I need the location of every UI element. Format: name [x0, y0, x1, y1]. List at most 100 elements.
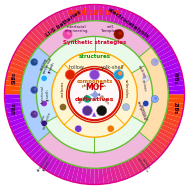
Wedge shape [28, 31, 42, 45]
Text: MOF: MOF [85, 83, 104, 92]
Wedge shape [131, 156, 143, 172]
Text: selenides: selenides [124, 80, 128, 99]
Wedge shape [110, 166, 118, 183]
Wedge shape [147, 31, 161, 45]
Wedge shape [67, 8, 75, 24]
Wedge shape [28, 144, 42, 158]
Circle shape [67, 67, 122, 122]
Circle shape [114, 70, 124, 80]
Circle shape [90, 70, 99, 80]
Wedge shape [5, 94, 21, 99]
Wedge shape [8, 114, 24, 122]
Wedge shape [117, 163, 127, 180]
Wedge shape [125, 12, 135, 29]
Wedge shape [121, 162, 131, 179]
Circle shape [118, 71, 122, 76]
Wedge shape [167, 106, 183, 113]
Text: ▲: ▲ [92, 113, 97, 118]
Text: porous
bimetallic: porous bimetallic [136, 155, 153, 174]
Wedge shape [106, 167, 113, 183]
Text: LIBs: LIBs [12, 102, 16, 114]
Wedge shape [22, 138, 37, 151]
Wedge shape [114, 8, 122, 24]
Wedge shape [25, 141, 40, 155]
Circle shape [122, 104, 130, 111]
Text: bimetallic: bimetallic [139, 104, 149, 121]
Wedge shape [9, 62, 26, 72]
Wedge shape [54, 160, 64, 177]
Circle shape [59, 104, 67, 111]
Text: electrocatalysis: electrocatalysis [107, 7, 150, 40]
Wedge shape [71, 6, 79, 23]
Wedge shape [128, 158, 139, 175]
Circle shape [143, 100, 149, 107]
Circle shape [84, 95, 91, 103]
Wedge shape [5, 90, 21, 94]
Wedge shape [166, 71, 183, 79]
Wedge shape [154, 42, 170, 54]
Wedge shape [46, 17, 58, 33]
Wedge shape [138, 22, 151, 37]
Wedge shape [98, 5, 104, 21]
Wedge shape [168, 98, 184, 104]
Circle shape [97, 106, 107, 116]
Text: KIBs: KIBs [173, 72, 177, 84]
Wedge shape [19, 42, 35, 54]
Text: carbons: carbons [61, 81, 65, 97]
Text: coating
conformal
growth: coating conformal growth [38, 55, 57, 77]
Wedge shape [132, 65, 153, 124]
Text: structures: structures [78, 54, 111, 59]
Wedge shape [17, 131, 33, 143]
Wedge shape [121, 10, 131, 27]
Text: applications: applications [68, 8, 121, 17]
Wedge shape [168, 94, 184, 99]
Text: directional
growth: directional growth [36, 154, 54, 175]
Text: Li-S batteries: Li-S batteries [44, 9, 82, 38]
Wedge shape [141, 25, 155, 40]
Wedge shape [17, 46, 33, 58]
Text: porous: porous [141, 79, 147, 92]
Text: hollow: hollow [69, 65, 84, 70]
Wedge shape [25, 34, 40, 48]
Text: nano
composite: nano composite [38, 109, 52, 130]
Wedge shape [6, 106, 22, 113]
Wedge shape [154, 135, 170, 147]
Wedge shape [167, 76, 183, 83]
Wedge shape [85, 5, 91, 21]
Text: sulfides: sulfides [97, 92, 111, 106]
Wedge shape [38, 22, 51, 37]
Wedge shape [31, 147, 45, 161]
Wedge shape [76, 167, 83, 183]
Wedge shape [76, 6, 83, 22]
Circle shape [41, 120, 47, 126]
Circle shape [143, 75, 149, 81]
Wedge shape [52, 52, 137, 137]
Wedge shape [160, 54, 177, 64]
Wedge shape [42, 154, 54, 170]
Wedge shape [160, 125, 177, 135]
Circle shape [82, 106, 92, 116]
Wedge shape [144, 28, 158, 42]
Wedge shape [152, 38, 167, 51]
Wedge shape [31, 28, 45, 42]
Wedge shape [158, 128, 175, 139]
Wedge shape [38, 152, 51, 167]
Wedge shape [5, 102, 22, 108]
Circle shape [34, 112, 36, 115]
Circle shape [118, 31, 122, 35]
Text: ✦: ✦ [88, 87, 101, 105]
Circle shape [65, 70, 75, 80]
Text: interfacial
engineering: interfacial engineering [65, 25, 88, 33]
Wedge shape [12, 54, 29, 64]
Wedge shape [163, 62, 180, 72]
Circle shape [34, 88, 36, 91]
Wedge shape [5, 81, 22, 87]
Wedge shape [114, 165, 122, 181]
Wedge shape [6, 76, 22, 83]
Wedge shape [152, 138, 167, 151]
Circle shape [154, 60, 157, 63]
Wedge shape [36, 36, 153, 153]
Wedge shape [5, 98, 21, 104]
Wedge shape [98, 168, 104, 184]
Circle shape [114, 29, 124, 39]
